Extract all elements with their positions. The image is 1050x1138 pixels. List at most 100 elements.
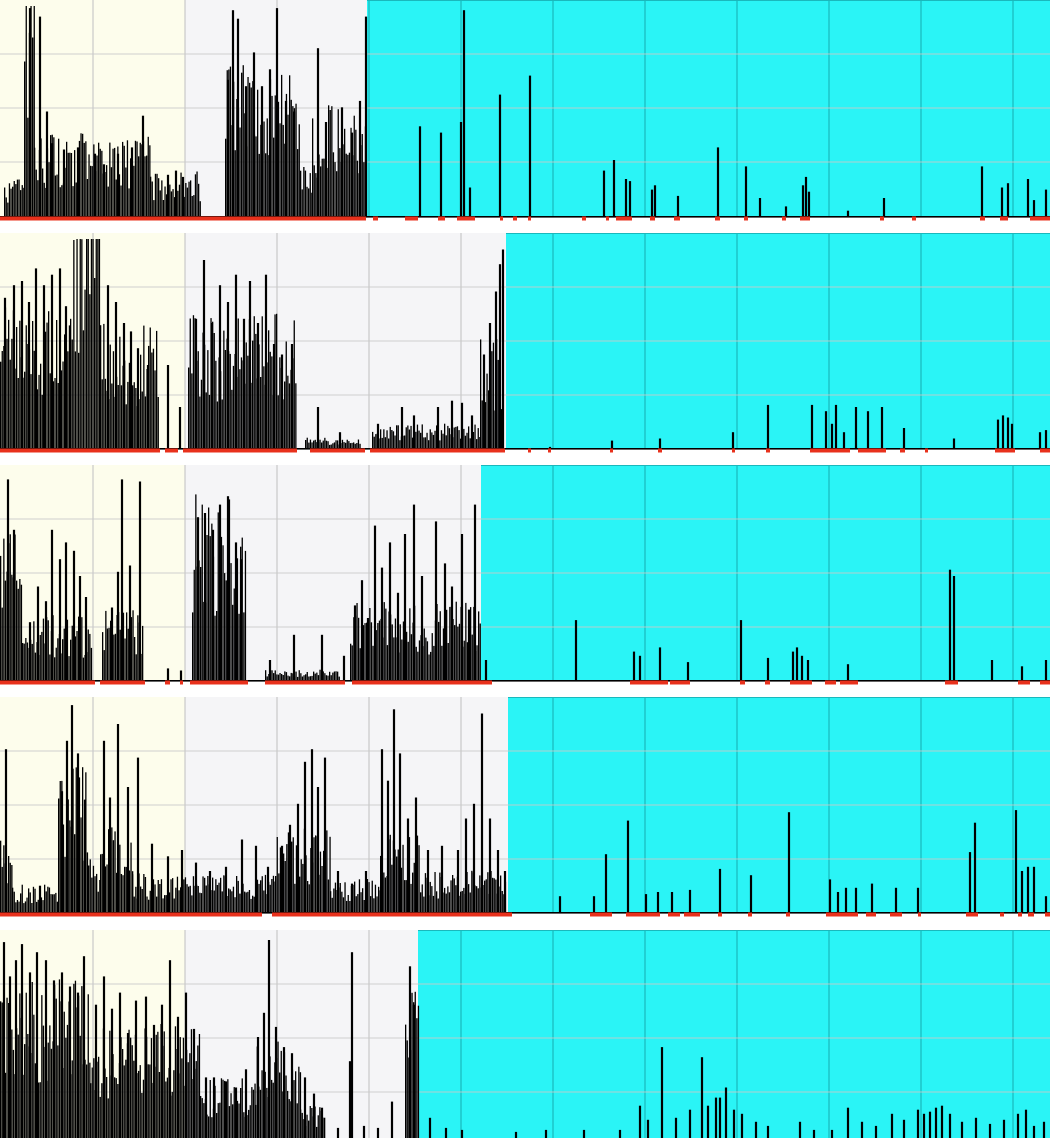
spike [1044,430,1048,449]
bar [52,894,54,913]
spike [141,115,145,217]
bar [56,174,58,217]
bar [197,351,199,449]
bar [104,378,107,449]
spike [323,757,327,913]
bar [107,186,109,217]
bar [436,425,438,449]
bar [178,184,181,217]
bar [255,1104,257,1138]
bar [11,1029,13,1138]
bar [100,325,102,449]
bar [36,901,38,913]
spike [316,407,320,449]
bar [301,676,304,681]
zone-b [185,930,418,1138]
bar [33,350,35,449]
bar [150,1038,153,1138]
spike [290,344,294,449]
bar [269,884,271,913]
bar [406,631,408,681]
bar [314,673,316,681]
bar [149,145,151,217]
bar [63,628,65,681]
bar [334,162,336,217]
bar [200,893,203,913]
spike [268,69,272,217]
spike [166,856,170,913]
bar [341,439,344,449]
event-marker [0,216,366,221]
spike [400,407,404,449]
bar [358,879,361,913]
bar [271,356,273,449]
bar [49,654,51,681]
bar [329,836,331,913]
spike [894,887,898,913]
spike [262,1012,266,1138]
bar [301,189,303,217]
bar [49,373,51,449]
spike [70,705,74,913]
bar [279,673,281,681]
spike [1044,660,1048,681]
bar [191,196,193,217]
bar [125,866,127,913]
bar [309,173,311,217]
bar [24,901,27,913]
bar [316,442,318,449]
bar [57,638,59,681]
event-marker [1045,912,1050,917]
bar [158,1072,161,1138]
event-marker [980,216,985,221]
bar [189,885,191,913]
bar [157,1031,159,1138]
bar [179,1037,181,1138]
spike [916,1109,920,1138]
bar [337,440,339,449]
bar [320,166,322,217]
bar [442,433,444,449]
bar [84,289,86,449]
bar [157,397,159,449]
bar [203,601,205,681]
bar [471,634,473,681]
bar [271,95,273,217]
spike [28,8,32,217]
spike [36,586,40,681]
bar [152,348,155,449]
bar [1,607,3,681]
event-marker [740,680,745,685]
spike [28,622,32,681]
bar [284,861,286,913]
bar [316,672,318,681]
bar [135,388,137,449]
spike [386,780,390,913]
bar [38,374,40,449]
bar [101,379,103,449]
bar [132,610,134,681]
spike [310,749,314,913]
bar [286,844,288,913]
bar [190,180,192,217]
spike [194,318,198,449]
bar [333,888,335,913]
bar [295,845,298,913]
bar [471,870,473,913]
bar [60,370,63,449]
bar [368,882,370,913]
bar [285,672,288,681]
bar [216,1113,218,1138]
spike [93,153,97,217]
bar [127,628,129,681]
bar [161,180,163,217]
bar [241,537,243,681]
bar [170,191,173,217]
bar [308,676,310,681]
bar [411,992,413,1138]
bar [106,1077,108,1138]
spike [626,820,630,913]
spike [558,896,562,913]
bar [42,1025,45,1138]
bar [189,318,191,449]
